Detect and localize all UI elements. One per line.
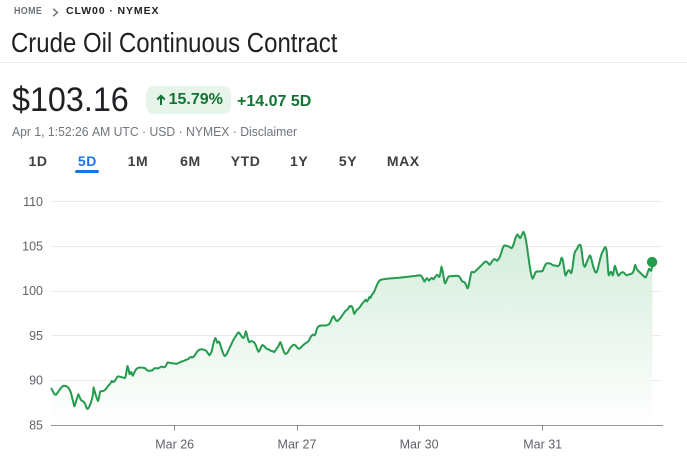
- svg-text:95: 95: [29, 329, 43, 343]
- svg-text:Mar 31: Mar 31: [523, 437, 562, 451]
- svg-text:105: 105: [22, 240, 43, 254]
- svg-text:90: 90: [29, 374, 43, 388]
- svg-text:110: 110: [23, 195, 43, 209]
- svg-text:Mar 27: Mar 27: [278, 437, 317, 451]
- svg-text:85: 85: [29, 418, 43, 432]
- svg-text:Mar 26: Mar 26: [155, 437, 194, 451]
- svg-text:100: 100: [22, 284, 43, 298]
- svg-text:Mar 30: Mar 30: [400, 437, 439, 451]
